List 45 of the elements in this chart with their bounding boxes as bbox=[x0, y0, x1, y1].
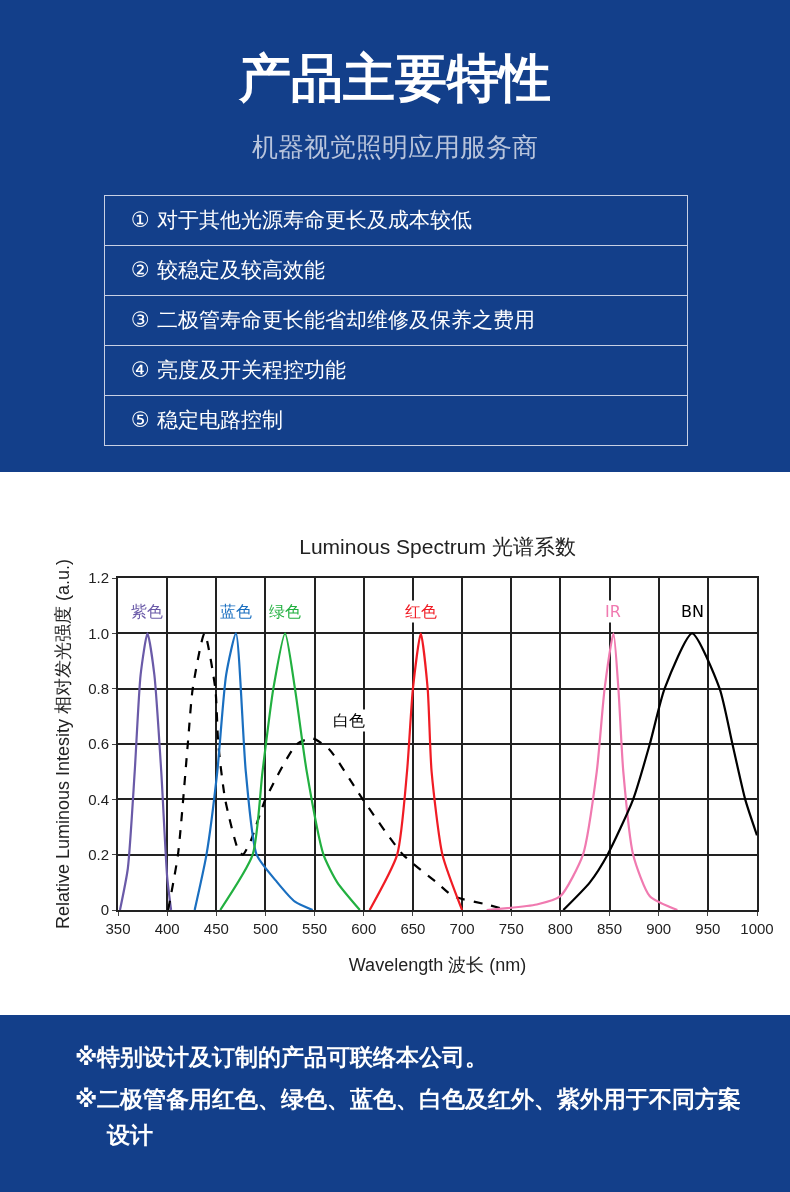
y-tick-label: 1.0 bbox=[88, 624, 109, 642]
text: ① 对于其他光源寿命更长及成本较低 bbox=[130, 207, 473, 234]
x-tick-label: 550 bbox=[302, 920, 328, 937]
text: ④ 亮度及开关程控功能 bbox=[105, 345, 687, 395]
x-tick-label: 450 bbox=[203, 920, 229, 937]
text: 产品主要特性 bbox=[238, 47, 552, 110]
y-tick-label: 0.2 bbox=[88, 845, 109, 863]
x-tick-label: 600 bbox=[351, 920, 377, 937]
text: 机器视觉照明应用服务商 bbox=[251, 131, 539, 164]
series-label: 紫色 bbox=[131, 602, 163, 621]
x-axis-title: Wavelength 波长 (nm) bbox=[348, 954, 527, 975]
y-tick-label: 0.4 bbox=[88, 790, 109, 808]
text: ⑤ 稳定电路控制 bbox=[105, 395, 687, 445]
y-tick-label: 0.8 bbox=[88, 679, 109, 697]
line-series bbox=[118, 632, 173, 910]
x-tick-label: 900 bbox=[646, 920, 672, 937]
x-tick-label: 750 bbox=[498, 920, 524, 937]
x-tick-label: 950 bbox=[695, 920, 721, 937]
x-tick-label: 800 bbox=[547, 920, 573, 937]
series-label: 蓝色 bbox=[220, 602, 252, 621]
x-tick-label: 1000 bbox=[740, 920, 774, 937]
chart-title: Luminous Spectrum 光谱系数 bbox=[299, 534, 576, 558]
text: ※二极管备用红色、绿色、蓝色、白色及红外、紫外用于不同方案设计 bbox=[75, 1085, 743, 1150]
line-series bbox=[562, 632, 757, 910]
series-label: BN bbox=[681, 602, 704, 621]
text: ※特别设计及订制的产品可联络本公司。 bbox=[75, 1043, 490, 1072]
x-tick-label: 700 bbox=[449, 920, 475, 937]
x-tick-label: 500 bbox=[252, 920, 278, 937]
x-tick-label: 650 bbox=[400, 920, 426, 937]
line-series bbox=[485, 632, 679, 910]
x-tick-label: 850 bbox=[597, 920, 623, 937]
x-tick-label: 400 bbox=[154, 920, 180, 937]
series-label: IR bbox=[605, 602, 621, 621]
series-label: 白色 bbox=[333, 711, 365, 730]
line-series bbox=[368, 632, 464, 910]
y-tick-label: 1.2 bbox=[88, 569, 109, 587]
line-series bbox=[193, 632, 314, 910]
series-label: 红色 bbox=[405, 602, 437, 621]
text: ② 较稳定及较高效能 bbox=[105, 245, 687, 295]
series-label: 绿色 bbox=[269, 602, 301, 621]
y-tick-label: 0 bbox=[100, 901, 109, 919]
text: ③ 二极管寿命更长能省却维修及保养之费用 bbox=[105, 295, 687, 345]
y-tick-label: 0.6 bbox=[88, 735, 109, 753]
x-tick-label: 350 bbox=[105, 920, 131, 937]
y-axis-title: Relative Luminous Intesity 相对发光强度 (a.u.) bbox=[52, 558, 73, 930]
